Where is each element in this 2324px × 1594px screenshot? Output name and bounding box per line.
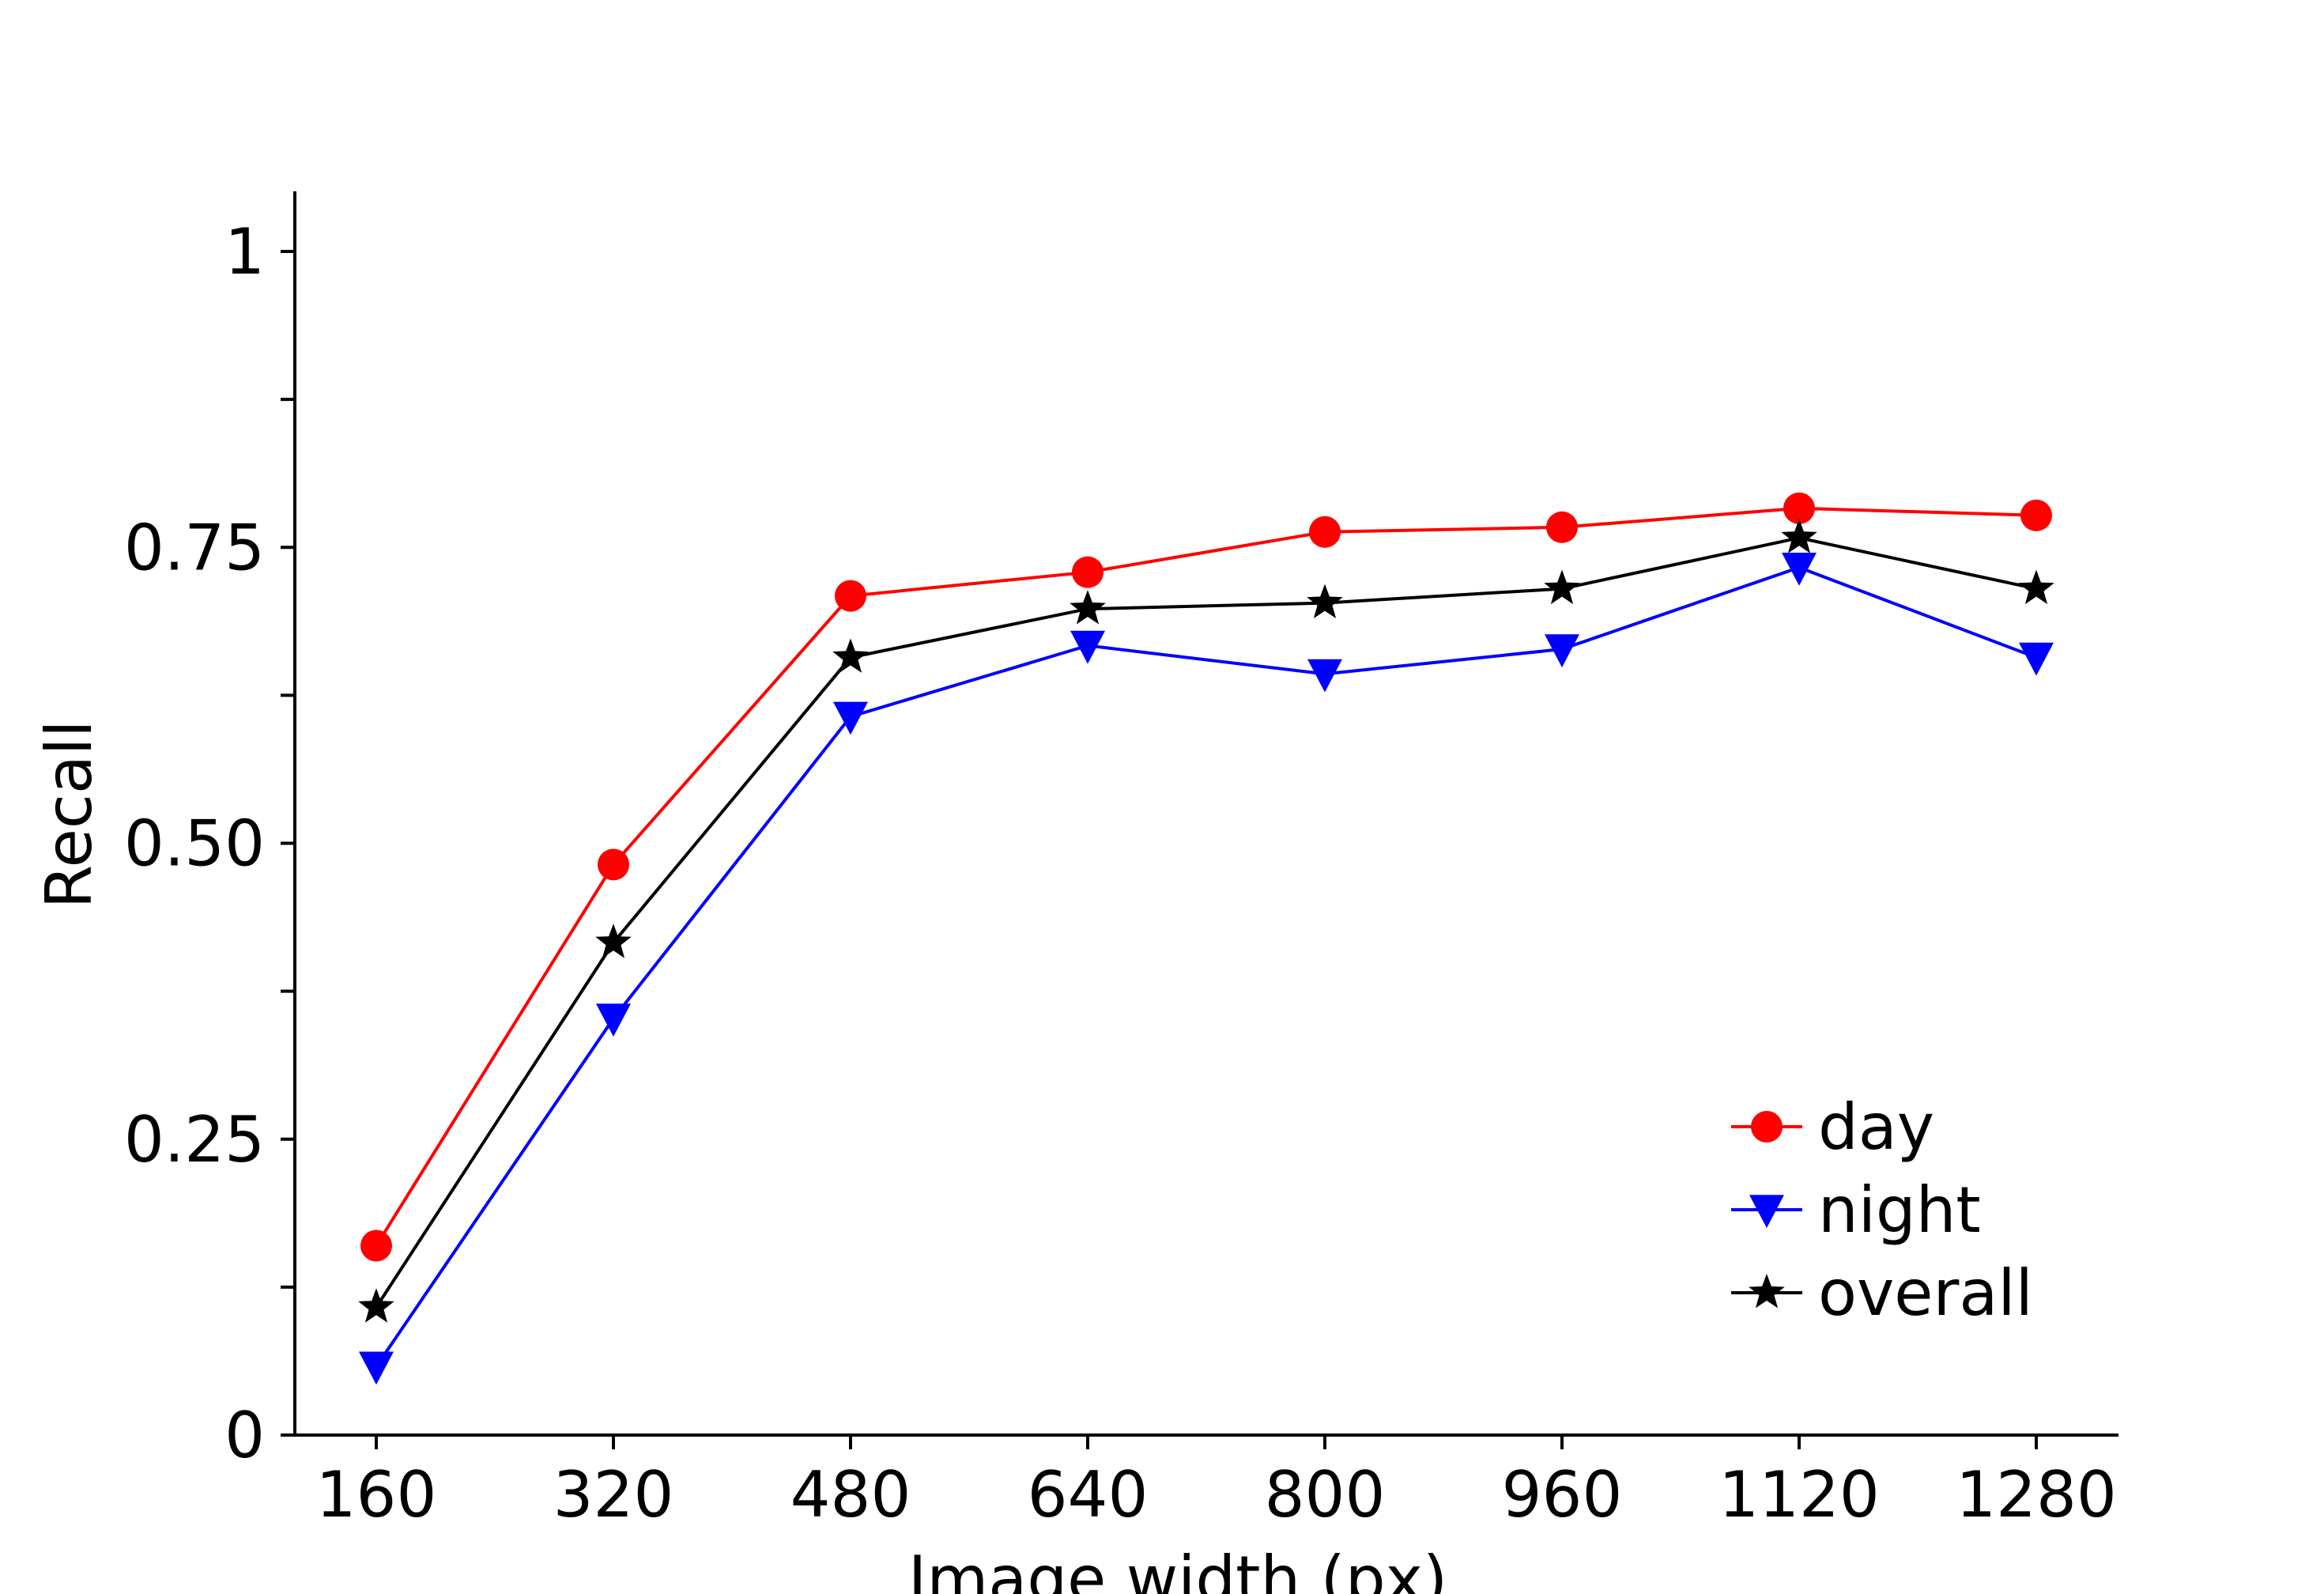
y-tick-label: 0.50: [124, 807, 265, 881]
x-axis-label: Image width (px): [908, 1543, 1447, 1594]
x-tick-label: 1280: [1956, 1458, 2117, 1532]
data-point-day: [1072, 556, 1104, 588]
series-line-day: [375, 506, 2037, 1247]
series-line-overall: [375, 536, 2037, 1309]
legend: day night overall: [1731, 1090, 2033, 1330]
y-tick-label: 1: [224, 215, 265, 289]
x-tick-label: 160: [316, 1458, 437, 1532]
legend-item-night: night: [1731, 1173, 1981, 1247]
series-day: [360, 492, 2052, 1262]
x-tick-label: 800: [1265, 1458, 1386, 1532]
y-tick-label: 0.25: [124, 1103, 265, 1177]
data-point-overall: [1307, 584, 1343, 618]
data-point-night: [1545, 634, 1579, 668]
data-point-overall: [832, 638, 869, 673]
data-point-overall: [358, 1288, 394, 1323]
legend-marker-day: [1751, 1111, 1783, 1143]
data-point-overall: [1781, 519, 1817, 553]
data-point-day: [835, 580, 866, 612]
data-point-overall: [1544, 569, 1580, 605]
x-tick-label: 640: [1028, 1458, 1149, 1532]
data-point-night: [2019, 642, 2054, 676]
data-point-day: [1783, 492, 1815, 524]
data-point-night: [1307, 659, 1342, 693]
data-point-day: [1309, 516, 1341, 548]
legend-marker-overall: [1749, 1274, 1785, 1309]
y-axis-label: Recall: [32, 720, 106, 909]
axes: [293, 191, 2118, 1437]
y-tick-label: 0.75: [124, 511, 265, 584]
data-point-night: [1070, 630, 1105, 664]
data-point-day: [1546, 511, 1578, 543]
data-point-day: [598, 848, 629, 881]
series-overall: [358, 519, 2054, 1323]
x-tick-label: 480: [790, 1458, 911, 1532]
x-tick-label: 1120: [1718, 1458, 1880, 1532]
data-point-night: [1782, 552, 1817, 586]
data-point-night: [359, 1351, 394, 1385]
x-ticks: 160 320 480 640 800 960 1120 1280: [316, 1435, 2117, 1532]
y-ticks: 0 0.25 0.50 0.75 1: [124, 215, 295, 1472]
x-tick-label: 320: [553, 1458, 674, 1532]
legend-label: day: [1818, 1090, 1934, 1164]
legend-label: night: [1818, 1173, 1981, 1247]
x-tick-label: 960: [1502, 1458, 1623, 1532]
legend-item-day: day: [1731, 1090, 1934, 1164]
data-point-day: [360, 1229, 392, 1262]
data-point-day: [2020, 499, 2052, 531]
legend-marker-night: [1749, 1195, 1784, 1229]
data-point-overall: [2018, 569, 2054, 605]
legend-item-overall: overall: [1731, 1256, 2033, 1330]
series-layer: [358, 492, 2054, 1385]
y-tick-label: 0: [224, 1399, 265, 1472]
series-night: [359, 552, 2054, 1385]
data-point-night: [596, 1003, 631, 1037]
legend-label: overall: [1818, 1256, 2033, 1330]
data-point-overall: [1070, 590, 1106, 625]
data-point-overall: [595, 924, 632, 958]
series-line-night: [375, 565, 2037, 1368]
data-point-night: [833, 701, 868, 735]
